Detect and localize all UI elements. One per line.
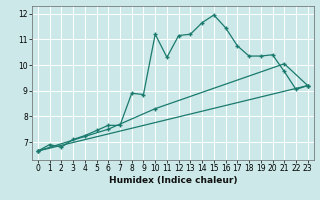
X-axis label: Humidex (Indice chaleur): Humidex (Indice chaleur) [108, 176, 237, 185]
